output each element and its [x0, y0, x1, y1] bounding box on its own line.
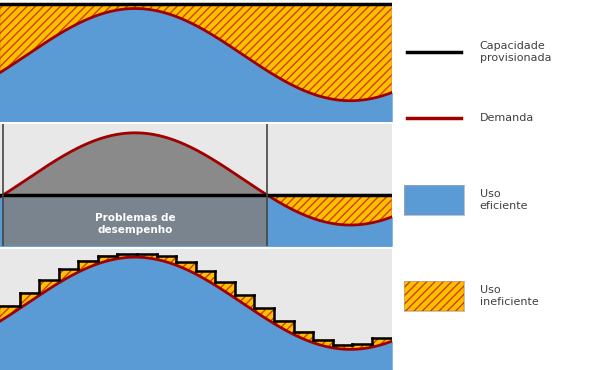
Bar [4, 195, 266, 246]
Text: Capacidade
provisionada: Capacidade provisionada [480, 41, 551, 63]
Text: Uso
eficiente: Uso eficiente [480, 189, 528, 211]
Text: Uso
ineficiente: Uso ineficiente [480, 285, 538, 307]
Text: Problemas de
desempenho: Problemas de desempenho [95, 213, 175, 235]
Text: Demanda: Demanda [480, 113, 534, 124]
